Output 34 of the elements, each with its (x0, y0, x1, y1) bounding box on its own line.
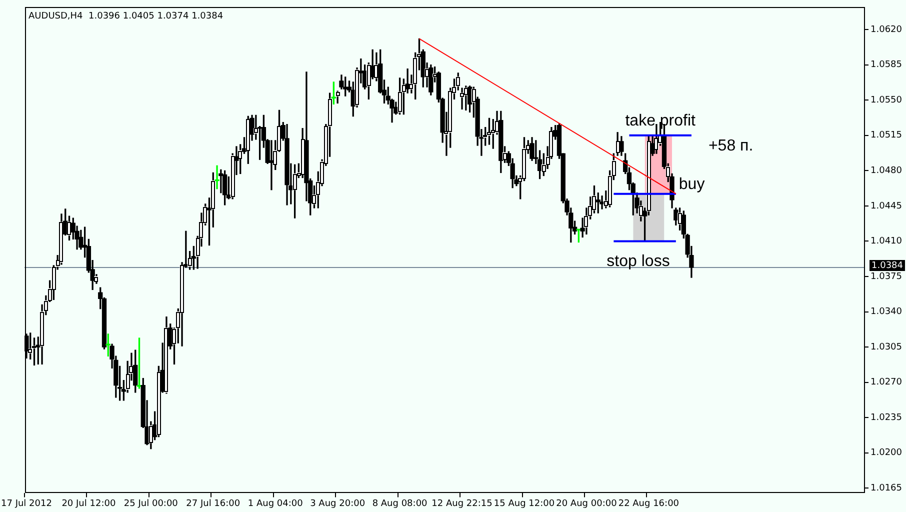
y-tick-label: 1.0445 (870, 201, 902, 212)
x-tick-label: 1 Aug 04:00 (248, 498, 304, 509)
y-tick-label: 1.0270 (870, 378, 902, 388)
y-tick-label: 1.0305 (870, 342, 902, 352)
y-tick-label: 1.0585 (870, 60, 902, 70)
x-tick-label: 3 Aug 20:00 (310, 498, 366, 509)
y-tick-label: 1.0200 (870, 448, 902, 458)
x-tick-label: 27 Jul 16:00 (186, 498, 240, 509)
ref-line-label: 1.0384 (872, 260, 904, 271)
x-tick-label: 17 Jul 2012 (1, 498, 52, 509)
y-tick-label: 1.0235 (870, 412, 902, 423)
y-tick-label: 1.0550 (870, 95, 902, 106)
series-label: buy (678, 176, 705, 193)
y-tick-label: 1.0620 (870, 24, 902, 35)
y-tick-label: 1.0480 (870, 166, 902, 176)
x-tick-label: 20 Aug 00:00 (556, 498, 618, 509)
x-tick-label: 8 Aug 08:00 (372, 498, 428, 509)
x-tick-label: 20 Jul 12:00 (62, 498, 116, 509)
annotation: +58 п. (708, 137, 754, 154)
x-tick-label: 12 Aug 22:15 (432, 498, 492, 509)
candlestick (214, 165, 220, 190)
candlestick (600, 196, 604, 210)
y-tick-label: 1.0515 (870, 130, 902, 141)
y-tick-label: 1.0410 (870, 236, 902, 247)
series-label: take profit (625, 112, 696, 130)
candlestick (460, 88, 464, 110)
x-tick-label: 22 Aug 16:00 (618, 498, 680, 509)
x-tick-label: 25 Jul 00:00 (124, 498, 178, 509)
x-tick-label: 15 Aug 12:00 (494, 498, 555, 509)
y-tick-label: 1.0375 (870, 272, 902, 282)
y-tick-label: 1.0340 (870, 307, 902, 318)
series-label: stop loss (606, 253, 670, 270)
chart-title: AUDUSD,H4 1.0396 1.0405 1.0374 1.0384 (28, 11, 224, 22)
y-tick-label: 1.0165 (870, 484, 902, 494)
